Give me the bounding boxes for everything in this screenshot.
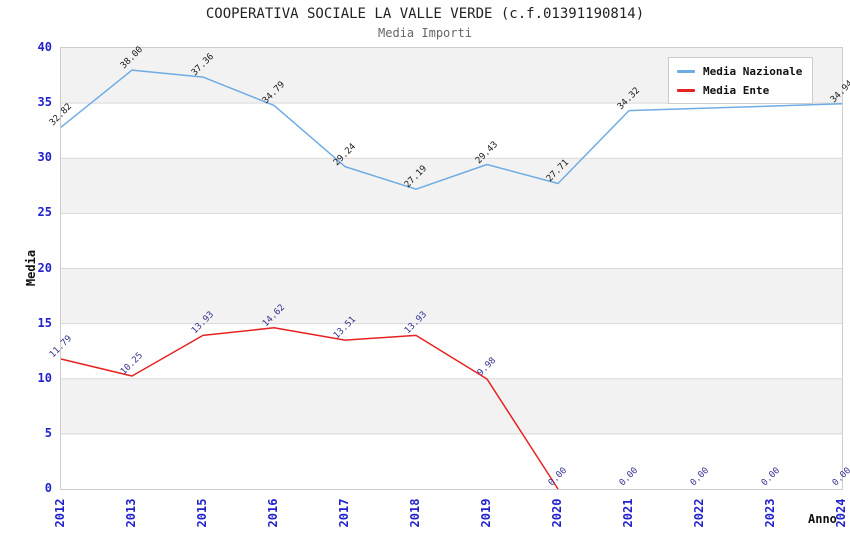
- y-axis-tick-label: 30: [37, 150, 52, 165]
- x-axis-tick-label: 2016: [266, 498, 280, 528]
- plot-band: [61, 158, 842, 214]
- plot-band: [61, 268, 842, 324]
- chart-subtitle: Media Importi: [378, 26, 472, 40]
- x-axis-tick-label: 2013: [124, 498, 138, 528]
- x-axis-tick-label: 2021: [621, 498, 635, 528]
- y-axis-tick-label: 20: [37, 260, 52, 275]
- plot-band: [61, 378, 842, 434]
- y-axis-tick-label: 40: [37, 40, 52, 54]
- x-axis-tick-label: 2020: [550, 498, 564, 528]
- y-axis-tick-label: 10: [37, 370, 52, 385]
- x-axis-tick-label: 2017: [337, 498, 351, 528]
- plot-svg: [60, 48, 843, 490]
- series-line-nazionale: [60, 69, 843, 190]
- ente-line-swatch-icon: [677, 88, 695, 92]
- y-axis-tick-label: 5: [44, 425, 52, 440]
- x-axis-tick-label: 2022: [692, 498, 706, 528]
- x-axis-tick-label: 2023: [763, 498, 777, 528]
- legend-label: Media Ente: [703, 83, 770, 97]
- nazionale-line-swatch-icon: [677, 69, 695, 73]
- x-axis-tick-label: 2024: [834, 498, 848, 528]
- x-axis-tick-label: 2019: [479, 498, 493, 528]
- y-axis-tick-label: 0: [44, 481, 52, 495]
- x-axis-tick-label: 2015: [195, 498, 209, 528]
- legend-label: Media Nazionale: [703, 64, 803, 78]
- x-axis-title: Anno: [808, 512, 837, 526]
- plot-area: 32.82 38.00 37.36 34.79 29.24 27.19 29.43 27.71…: [48, 45, 850, 490]
- chart-title: COOPERATIVA SOCIALE LA VALLE VERDE (c.f.…: [205, 6, 645, 22]
- x-axis-tick-label: 2018: [408, 498, 422, 528]
- x-axis-tick-label: 2012: [53, 498, 67, 528]
- legend-item-ente: Media Ente: [677, 84, 804, 97]
- y-axis-tick-label: 25: [37, 205, 52, 220]
- legend-item-nazionale: Media Nazionale: [677, 65, 804, 78]
- y-axis-tick-label: 15: [37, 315, 52, 330]
- series-line-ente: [60, 327, 559, 490]
- legend: Media Nazionale Media Ente: [668, 57, 813, 104]
- y-axis-tick-label: 35: [37, 95, 52, 110]
